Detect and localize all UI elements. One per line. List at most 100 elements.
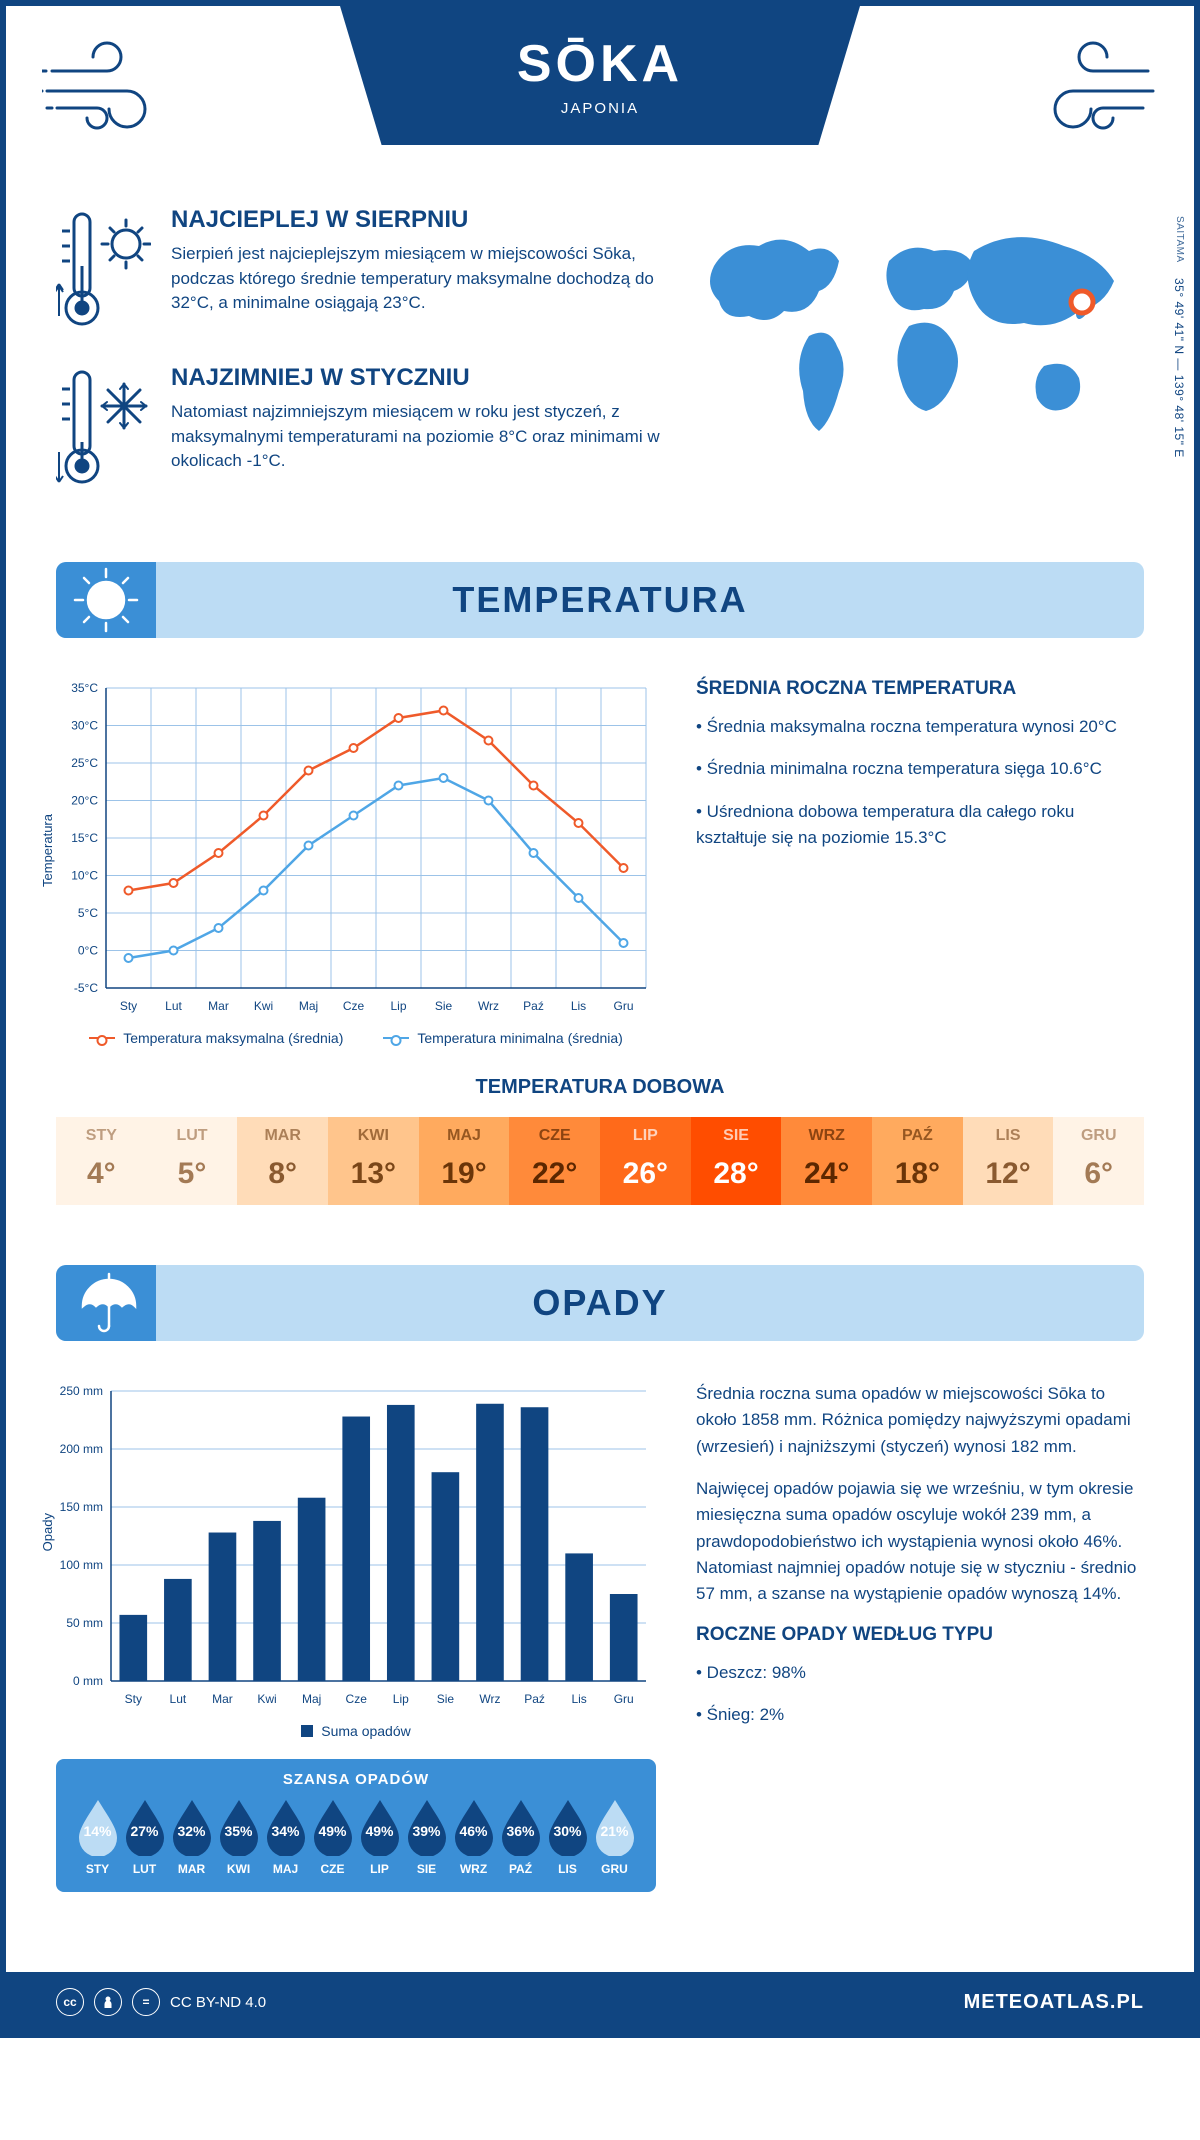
temp-text-title: ŚREDNIA ROCZNA TEMPERATURA bbox=[696, 678, 1144, 700]
intro-row: NAJCIEPLEJ W SIERPNIU Sierpień jest najc… bbox=[56, 206, 1144, 522]
rain-type-title: ROCZNE OPADY WEDŁUG TYPU bbox=[696, 1624, 1144, 1646]
svg-text:200 mm: 200 mm bbox=[60, 1442, 103, 1456]
rain-chart-col: Opady 0 mm50 mm100 mm150 mm200 mm250 mmS… bbox=[56, 1381, 656, 1892]
temperature-chart-col: Temperatura -5°C0°C5°C10°C15°C20°C25°C30… bbox=[56, 678, 656, 1046]
temperature-line-chart: Temperatura -5°C0°C5°C10°C15°C20°C25°C30… bbox=[56, 678, 656, 1018]
legend-rain: Suma opadów bbox=[301, 1723, 411, 1739]
heat-cell: LIP26° bbox=[600, 1117, 691, 1205]
header: SŌKA JAPONIA bbox=[6, 6, 1194, 176]
section-title-temperature: TEMPERATURA bbox=[452, 579, 747, 621]
temperature-text: ŚREDNIA ROCZNA TEMPERATURA • Średnia mak… bbox=[696, 678, 1144, 1046]
svg-text:10°C: 10°C bbox=[71, 869, 98, 883]
rain-row: Opady 0 mm50 mm100 mm150 mm200 mm250 mmS… bbox=[56, 1381, 1144, 1892]
rain-legend: Suma opadów bbox=[56, 1723, 656, 1739]
daily-temp-heatmap: STY4°LUT5°MAR8°KWI13°MAJ19°CZE22°LIP26°S… bbox=[56, 1117, 1144, 1205]
heat-cell: MAJ19° bbox=[419, 1117, 510, 1205]
license-text: CC BY-ND 4.0 bbox=[170, 1994, 266, 2011]
intro-right: SAITAMA 35° 49' 41" N — 139° 48' 15" E bbox=[694, 206, 1144, 522]
daily-temp-title: TEMPERATURA DOBOWA bbox=[56, 1076, 1144, 1099]
hottest-block: NAJCIEPLEJ W SIERPNIU Sierpień jest najc… bbox=[56, 206, 664, 336]
rain-ylabel: Opady bbox=[40, 1513, 55, 1551]
drop-item: 27%LUT bbox=[121, 1798, 168, 1876]
rain-chance-title: SZANSA OPADÓW bbox=[74, 1771, 638, 1788]
legend-min: Temperatura minimalna (średnia) bbox=[383, 1030, 622, 1046]
coldest-text: Natomiast najzimniejszym miesiącem w rok… bbox=[171, 400, 664, 474]
svg-text:Lut: Lut bbox=[165, 999, 182, 1013]
svg-text:Mar: Mar bbox=[208, 999, 229, 1013]
rain-type-2: • Śnieg: 2% bbox=[696, 1702, 1144, 1728]
wind-icon-left bbox=[42, 36, 172, 136]
svg-text:Lis: Lis bbox=[571, 999, 586, 1013]
svg-text:Lip: Lip bbox=[390, 999, 406, 1013]
temp-bullet-2: • Średnia minimalna roczna temperatura s… bbox=[696, 756, 1144, 782]
footer-license: cc = CC BY-ND 4.0 bbox=[56, 1988, 266, 2016]
svg-text:Lis: Lis bbox=[571, 1692, 586, 1706]
heat-cell: KWI13° bbox=[328, 1117, 419, 1205]
svg-text:Maj: Maj bbox=[299, 999, 318, 1013]
drop-item: 32%MAR bbox=[168, 1798, 215, 1876]
coldest-title: NAJZIMNIEJ W STYCZNIU bbox=[171, 364, 664, 392]
section-title-rain: OPADY bbox=[532, 1282, 667, 1324]
intro-left: NAJCIEPLEJ W SIERPNIU Sierpień jest najc… bbox=[56, 206, 664, 522]
drop-item: 30%LIS bbox=[544, 1798, 591, 1876]
svg-text:0 mm: 0 mm bbox=[73, 1674, 103, 1688]
coordinates: SAITAMA 35° 49' 41" N — 139° 48' 15" E bbox=[1172, 216, 1186, 458]
nd-icon: = bbox=[132, 1988, 160, 2016]
heat-cell: PAŹ18° bbox=[872, 1117, 963, 1205]
svg-text:50 mm: 50 mm bbox=[66, 1616, 103, 1630]
svg-text:5°C: 5°C bbox=[78, 906, 98, 920]
svg-text:30°C: 30°C bbox=[71, 719, 98, 733]
sun-icon bbox=[56, 562, 156, 638]
drop-item: 36%PAŹ bbox=[497, 1798, 544, 1876]
heat-cell: LUT5° bbox=[147, 1117, 238, 1205]
country-subtitle: JAPONIA bbox=[360, 100, 840, 117]
temperature-legend: Temperatura maksymalna (średnia) Tempera… bbox=[56, 1030, 656, 1046]
drop-item: 34%MAJ bbox=[262, 1798, 309, 1876]
drop-item: 14%STY bbox=[74, 1798, 121, 1876]
rain-chance-panel: SZANSA OPADÓW 14%STY27%LUT32%MAR35%KWI34… bbox=[56, 1759, 656, 1892]
heat-cell: MAR8° bbox=[237, 1117, 328, 1205]
svg-text:15°C: 15°C bbox=[71, 831, 98, 845]
hottest-text: Sierpień jest najcieplejszym miesiącem w… bbox=[171, 242, 664, 316]
svg-text:100 mm: 100 mm bbox=[60, 1558, 103, 1572]
by-icon bbox=[94, 1988, 122, 2016]
svg-text:150 mm: 150 mm bbox=[60, 1500, 103, 1514]
svg-text:Mar: Mar bbox=[212, 1692, 233, 1706]
temp-bullet-3: • Uśredniona dobowa temperatura dla całe… bbox=[696, 799, 1144, 852]
rain-bar-chart: Opady 0 mm50 mm100 mm150 mm200 mm250 mmS… bbox=[56, 1381, 656, 1711]
content: NAJCIEPLEJ W SIERPNIU Sierpień jest najc… bbox=[6, 176, 1194, 1972]
svg-text:Kwi: Kwi bbox=[257, 1692, 276, 1706]
svg-text:Paź: Paź bbox=[524, 1692, 545, 1706]
svg-text:Kwi: Kwi bbox=[254, 999, 273, 1013]
heat-cell: LIS12° bbox=[963, 1117, 1054, 1205]
temperature-row: Temperatura -5°C0°C5°C10°C15°C20°C25°C30… bbox=[56, 678, 1144, 1046]
svg-text:Paź: Paź bbox=[523, 999, 544, 1013]
heat-cell: SIE28° bbox=[691, 1117, 782, 1205]
rain-type-1: • Deszcz: 98% bbox=[696, 1660, 1144, 1686]
cc-icon: cc bbox=[56, 1988, 84, 2016]
svg-text:0°C: 0°C bbox=[78, 944, 98, 958]
heat-cell: WRZ24° bbox=[781, 1117, 872, 1205]
rain-text: Średnia roczna suma opadów w miejscowośc… bbox=[696, 1381, 1144, 1892]
coldest-block: NAJZIMNIEJ W STYCZNIU Natomiast najzimni… bbox=[56, 364, 664, 494]
region-label: SAITAMA bbox=[1174, 216, 1185, 263]
section-header-temperature: TEMPERATURA bbox=[56, 562, 1144, 638]
section-header-rain: OPADY bbox=[56, 1265, 1144, 1341]
svg-text:Lut: Lut bbox=[170, 1692, 187, 1706]
svg-text:Lip: Lip bbox=[393, 1692, 409, 1706]
temp-ylabel: Temperatura bbox=[40, 814, 55, 887]
world-map bbox=[694, 206, 1144, 466]
temp-bullet-1: • Średnia maksymalna roczna temperatura … bbox=[696, 714, 1144, 740]
svg-text:35°C: 35°C bbox=[71, 681, 98, 695]
thermometer-hot-icon bbox=[56, 206, 151, 336]
footer: cc = CC BY-ND 4.0 METEOATLAS.PL bbox=[6, 1972, 1194, 2032]
svg-text:Sie: Sie bbox=[437, 1692, 455, 1706]
svg-text:Wrz: Wrz bbox=[478, 999, 499, 1013]
title-banner: SŌKA JAPONIA bbox=[340, 6, 860, 145]
svg-text:Gru: Gru bbox=[614, 1692, 634, 1706]
drop-item: 49%LIP bbox=[356, 1798, 403, 1876]
drop-item: 35%KWI bbox=[215, 1798, 262, 1876]
rain-p1: Średnia roczna suma opadów w miejscowośc… bbox=[696, 1381, 1144, 1460]
drop-item: 21%GRU bbox=[591, 1798, 638, 1876]
svg-text:Sty: Sty bbox=[120, 999, 137, 1013]
